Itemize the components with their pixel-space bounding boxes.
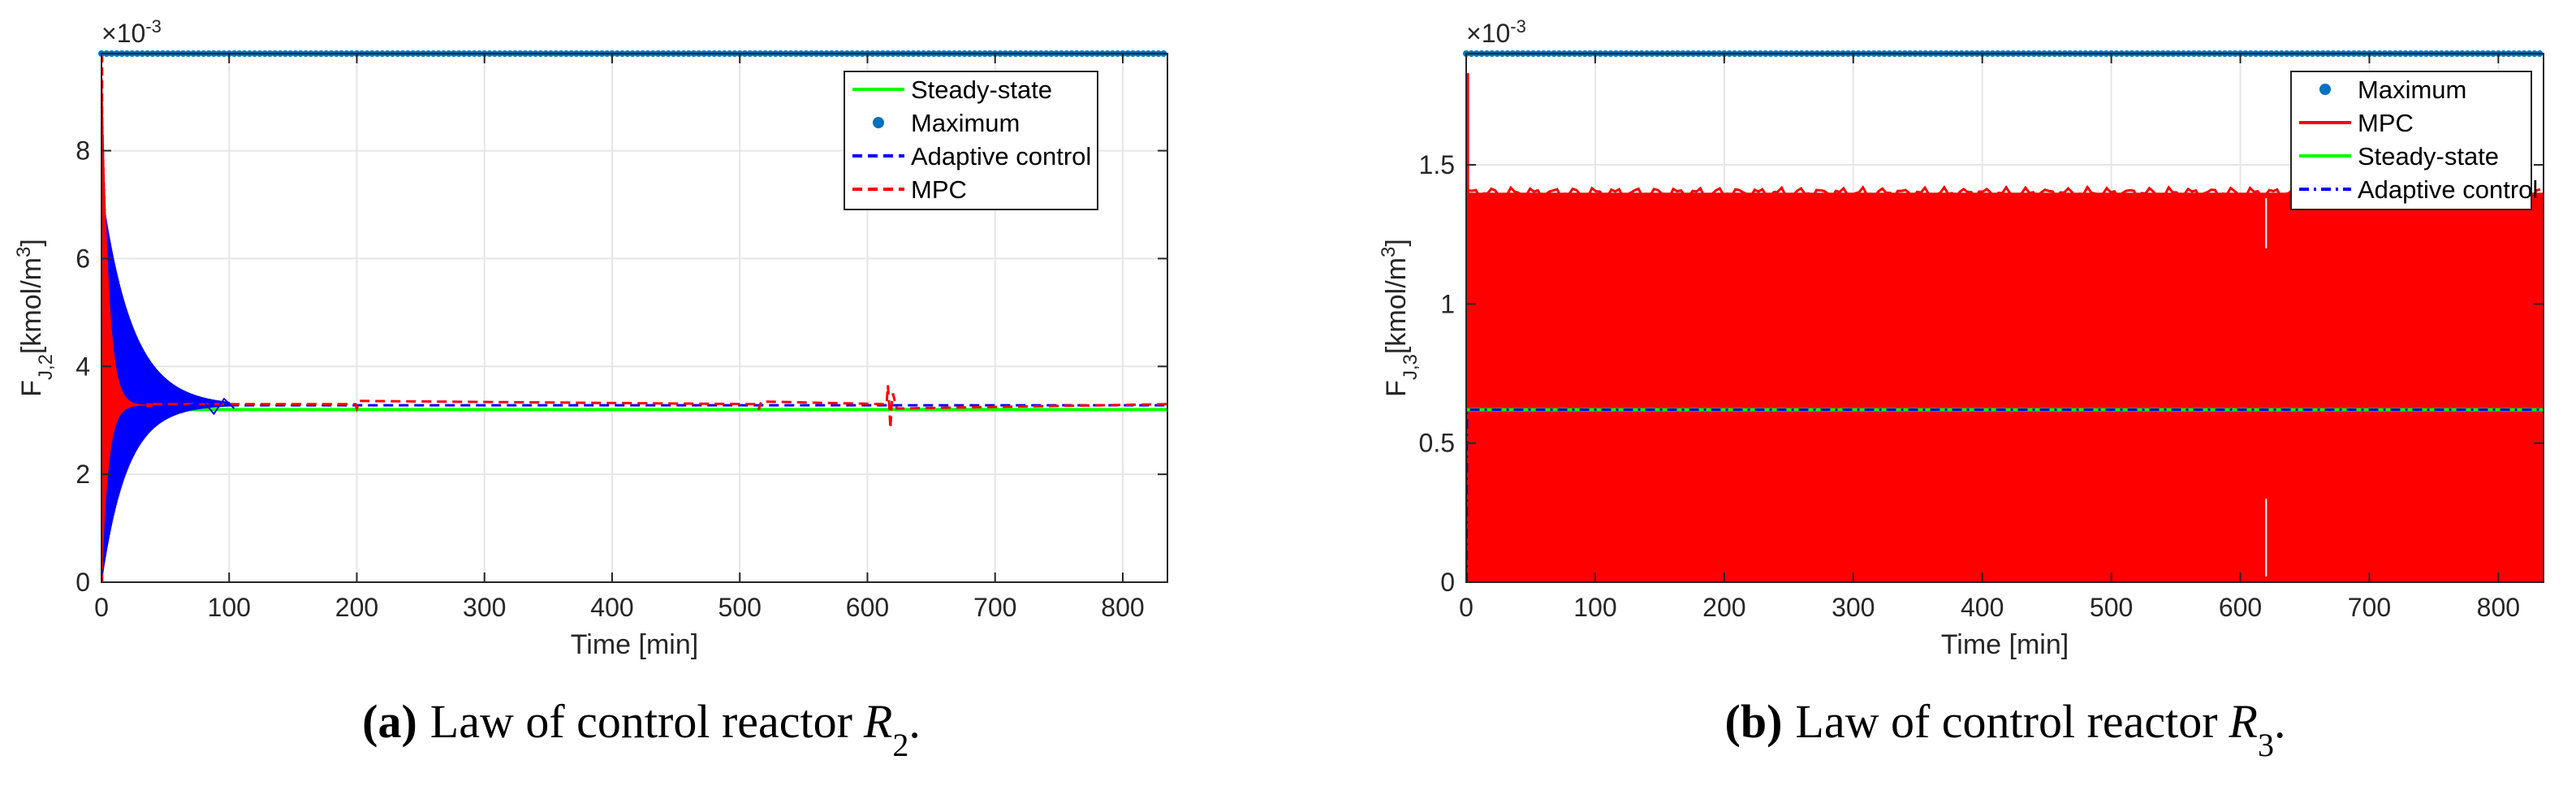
x-axis-label-a: Time [min] [571, 629, 698, 660]
series-b [1463, 50, 2544, 583]
legend-label-a-1: Maximum [911, 109, 1020, 137]
x-axis-label-b: Time [min] [1941, 629, 2069, 660]
y-tick-label-b-0.5: 0.5 [1419, 429, 1455, 458]
y-tick-label-b-1: 1 [1440, 289, 1455, 318]
x-tick-label-a-300: 300 [463, 593, 506, 622]
x-tick-label-b-0: 0 [1459, 593, 1474, 622]
ticks-b: 0 100 200 300 400 500 600 700 800 0 0.5 1 1.5 [1419, 54, 2544, 622]
caption-a: (a) Law of control reactor R2. [362, 695, 921, 763]
x-tick-label-b-500: 500 [2090, 593, 2133, 622]
legend-label-b-2: Steady-state [2358, 142, 2499, 171]
x-tick-label-b-400: 400 [1961, 593, 2004, 622]
x-tick-label-a-0: 0 [94, 593, 109, 622]
legend-a: Steady-state Maximum Adaptive control MPC [844, 71, 1098, 210]
series-a [98, 50, 1168, 582]
y-tick-label-b-1.5: 1.5 [1419, 150, 1455, 179]
x-tick-label-b-600: 600 [2219, 593, 2262, 622]
x-tick-label-b-300: 300 [1832, 593, 1875, 622]
panel-b: 0 100 200 300 400 500 600 700 800 0 0.5 1 1.5 Maximu… [1378, 16, 2544, 763]
series-adaptive-wiggle-a [178, 397, 235, 416]
y-tick-label-a-4: 4 [76, 352, 90, 381]
y-tick-label-a-2: 2 [76, 460, 90, 489]
legend-label-a-2: Adaptive control [911, 142, 1091, 171]
x-tick-label-a-700: 700 [973, 593, 1016, 622]
y-tick-label-b-0: 0 [1440, 568, 1455, 597]
legend-b: Maximum MPC Steady-state Adaptive control [2290, 71, 2538, 210]
panel-a: 0 100 200 300 400 500 600 700 800 0 2 4 6 8 Steady-st… [13, 16, 1168, 763]
legend-marker-a-1 [873, 117, 884, 128]
series-maximum-b [1463, 50, 2544, 57]
y-tick-label-a-6: 6 [76, 244, 90, 273]
x-tick-label-b-700: 700 [2348, 593, 2391, 622]
plot-area-b [1465, 53, 2544, 583]
series-mpc-tail-a [152, 385, 1168, 429]
legend-label-b-3: Adaptive control [2358, 175, 2538, 204]
x-tick-label-b-100: 100 [1573, 593, 1616, 622]
legend-box-a [844, 71, 1098, 210]
caption-b: (b) Law of control reactor R3. [1725, 695, 2286, 763]
y-axis-label-b: FJ,3[kmol/m3] [1378, 239, 1422, 397]
x-tick-label-a-200: 200 [335, 593, 378, 622]
exponent-label-b: ×10-3 [1466, 16, 1526, 49]
x-tick-label-a-400: 400 [590, 593, 633, 622]
series-mpc-band-b [1468, 192, 2544, 582]
y-tick-label-a-0: 0 [76, 568, 90, 597]
y-axis-label-a: FJ,2[kmol/m3] [13, 239, 57, 397]
x-tick-label-b-800: 800 [2477, 593, 2520, 622]
legend-marker-b-0 [2319, 84, 2331, 95]
exponent-label-a: ×10-3 [101, 16, 162, 49]
x-tick-label-a-100: 100 [208, 593, 251, 622]
ticks-a: 0 100 200 300 400 500 600 700 800 0 2 4 6 8 [76, 54, 1167, 622]
y-tick-label-a-8: 8 [76, 136, 90, 166]
legend-label-b-1: MPC [2358, 109, 2414, 137]
x-tick-label-a-500: 500 [718, 593, 762, 622]
series-adaptive-control-a [101, 192, 230, 577]
plot-area-a [101, 53, 1168, 583]
series-mpc-a [101, 67, 153, 573]
legend-label-b-0: Maximum [2358, 76, 2466, 104]
x-tick-label-b-200: 200 [1702, 593, 1745, 622]
x-tick-label-a-800: 800 [1101, 593, 1144, 622]
legend-box-b [2290, 71, 2532, 210]
legend-label-a-3: MPC [911, 175, 967, 204]
x-tick-label-a-600: 600 [846, 593, 889, 622]
legend-label-a-0: Steady-state [911, 76, 1052, 104]
